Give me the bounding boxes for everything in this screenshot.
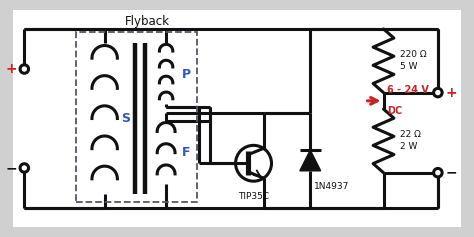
Text: −: − <box>5 161 17 175</box>
Text: DC: DC <box>387 106 402 116</box>
Text: 6 - 24 V: 6 - 24 V <box>387 85 429 95</box>
Text: TIP35C: TIP35C <box>238 191 269 201</box>
Text: Flyback: Flyback <box>125 15 170 28</box>
Text: +: + <box>5 62 17 76</box>
Text: 220 Ω
5 W: 220 Ω 5 W <box>400 50 427 71</box>
Polygon shape <box>300 150 320 171</box>
Text: 22 Ω
2 W: 22 Ω 2 W <box>400 131 421 151</box>
Text: +: + <box>445 86 457 100</box>
Text: 1N4937: 1N4937 <box>314 182 349 191</box>
Text: P: P <box>182 68 191 82</box>
Text: −: − <box>445 166 457 180</box>
Text: S: S <box>121 112 130 125</box>
Text: F: F <box>182 146 190 159</box>
Bar <box>76 32 197 202</box>
